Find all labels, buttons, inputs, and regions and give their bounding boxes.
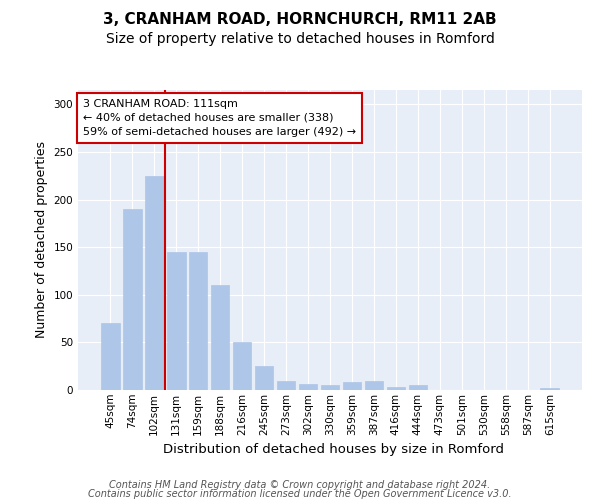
Bar xyxy=(101,324,119,390)
Text: Size of property relative to detached houses in Romford: Size of property relative to detached ho… xyxy=(106,32,494,46)
Bar xyxy=(123,209,142,390)
Bar xyxy=(299,384,317,390)
Text: Contains public sector information licensed under the Open Government Licence v3: Contains public sector information licen… xyxy=(88,489,512,499)
Bar xyxy=(409,385,427,390)
Bar xyxy=(277,382,295,390)
Bar xyxy=(167,252,185,390)
Bar xyxy=(211,285,229,390)
Bar xyxy=(343,382,361,390)
Text: 3 CRANHAM ROAD: 111sqm
← 40% of detached houses are smaller (338)
59% of semi-de: 3 CRANHAM ROAD: 111sqm ← 40% of detached… xyxy=(83,99,356,137)
Bar xyxy=(541,388,559,390)
Bar xyxy=(189,252,208,390)
Bar xyxy=(386,387,405,390)
Bar xyxy=(365,382,383,390)
Bar xyxy=(145,176,164,390)
Y-axis label: Number of detached properties: Number of detached properties xyxy=(35,142,48,338)
Text: 3, CRANHAM ROAD, HORNCHURCH, RM11 2AB: 3, CRANHAM ROAD, HORNCHURCH, RM11 2AB xyxy=(103,12,497,28)
Bar xyxy=(255,366,274,390)
Text: Distribution of detached houses by size in Romford: Distribution of detached houses by size … xyxy=(163,442,503,456)
Bar xyxy=(320,385,340,390)
Bar xyxy=(233,342,251,390)
Text: Contains HM Land Registry data © Crown copyright and database right 2024.: Contains HM Land Registry data © Crown c… xyxy=(109,480,491,490)
